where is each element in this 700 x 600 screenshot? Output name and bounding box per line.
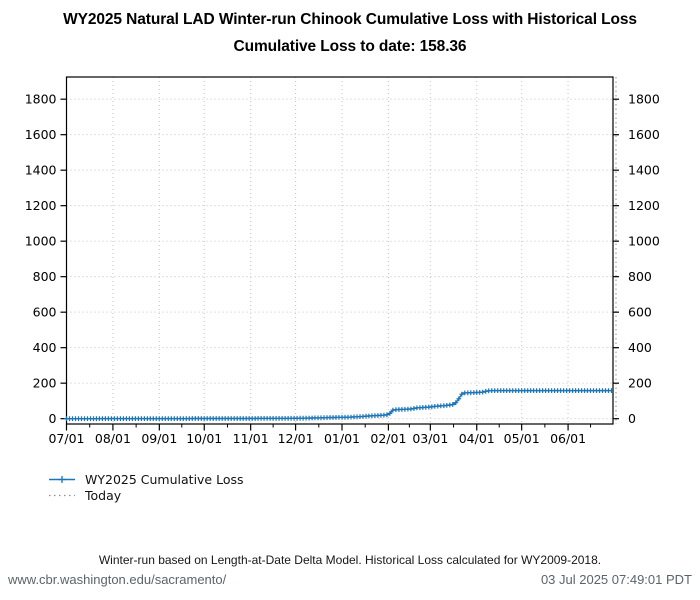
svg-text:1000: 1000: [25, 234, 57, 249]
chart-legend: WY2025 Cumulative Loss Today: [48, 471, 244, 503]
svg-text:02/01: 02/01: [370, 431, 406, 446]
legend-item-today: Today: [48, 487, 244, 503]
svg-text:400: 400: [33, 340, 57, 355]
svg-text:600: 600: [33, 305, 57, 320]
legend-item-series: WY2025 Cumulative Loss: [48, 471, 244, 487]
svg-text:1000: 1000: [628, 234, 660, 249]
svg-text:1600: 1600: [628, 127, 660, 142]
svg-text:03/01: 03/01: [412, 431, 448, 446]
legend-series-label: WY2025 Cumulative Loss: [85, 471, 244, 487]
svg-text:1400: 1400: [25, 163, 57, 178]
svg-text:1800: 1800: [25, 92, 57, 107]
svg-text:08/01: 08/01: [95, 431, 131, 446]
cumulative-loss-chart: 0 0 200 200 400 400 600 600 800 800 1000 1000 1200 12…: [25, 76, 660, 446]
svg-text:05/01: 05/01: [504, 431, 540, 446]
svg-text:1200: 1200: [25, 198, 57, 213]
svg-text:04/01: 04/01: [459, 431, 495, 446]
svg-text:10/01: 10/01: [186, 431, 222, 446]
svg-text:400: 400: [628, 340, 652, 355]
svg-text:0: 0: [628, 411, 636, 426]
chart-title-line1: WY2025 Natural LAD Winter-run Chinook Cu…: [63, 11, 637, 28]
svg-text:01/01: 01/01: [324, 431, 360, 446]
bottom-bar: www.cbr.washington.edu/sacramento/ 03 Ju…: [8, 572, 692, 587]
svg-text:200: 200: [33, 376, 57, 391]
svg-text:800: 800: [33, 269, 57, 284]
svg-text:12/01: 12/01: [278, 431, 314, 446]
model-footnote: Winter-run based on Length-at-Date Delta…: [98, 553, 602, 567]
chart-title: WY2025 Natural LAD Winter-run Chinook Cu…: [0, 6, 700, 60]
svg-text:200: 200: [628, 376, 652, 391]
svg-text:07/01: 07/01: [48, 431, 84, 446]
svg-text:1600: 1600: [25, 127, 57, 142]
svg-text:800: 800: [628, 269, 652, 284]
svg-text:1800: 1800: [628, 92, 660, 107]
today-line-sample-icon: [49, 494, 75, 496]
svg-text:600: 600: [628, 305, 652, 320]
timestamp: 03 Jul 2025 07:49:01 PDT: [540, 572, 692, 587]
svg-text:09/01: 09/01: [141, 431, 177, 446]
svg-text:1400: 1400: [628, 163, 660, 178]
svg-text:1200: 1200: [628, 198, 660, 213]
svg-text:06/01: 06/01: [550, 431, 586, 446]
site-url[interactable]: www.cbr.washington.edu/sacramento/: [8, 572, 227, 587]
legend-today-label: Today: [85, 487, 122, 503]
svg-text:0: 0: [49, 411, 57, 426]
series-line-sample-icon: [49, 475, 75, 483]
svg-text:11/01: 11/01: [233, 431, 269, 446]
chart-title-line2: Cumulative Loss to date: 158.36: [233, 38, 467, 55]
